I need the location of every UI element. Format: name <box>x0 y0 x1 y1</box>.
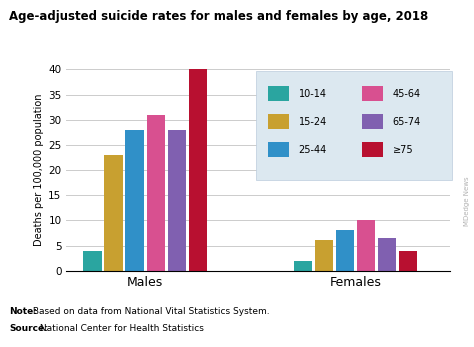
Bar <box>362 142 383 158</box>
Text: MDedge News: MDedge News <box>464 176 470 226</box>
Text: 65-74: 65-74 <box>392 117 421 127</box>
Text: 25-44: 25-44 <box>299 145 327 155</box>
Bar <box>399 251 418 271</box>
Bar <box>315 240 333 271</box>
Bar <box>146 115 165 271</box>
Bar <box>268 114 289 129</box>
Bar <box>357 220 375 271</box>
Bar <box>336 230 355 271</box>
Text: 15-24: 15-24 <box>299 117 327 127</box>
Text: 10-14: 10-14 <box>299 88 327 99</box>
FancyBboxPatch shape <box>256 71 452 180</box>
Text: ≥75: ≥75 <box>392 145 413 155</box>
Bar <box>362 114 383 129</box>
Bar <box>104 155 123 271</box>
Bar <box>268 86 289 101</box>
Text: Source:: Source: <box>9 324 48 333</box>
Y-axis label: Deaths per 100,000 population: Deaths per 100,000 population <box>34 94 44 246</box>
Bar <box>294 261 312 271</box>
Bar <box>167 130 186 271</box>
Bar <box>378 238 396 271</box>
Text: Age-adjusted suicide rates for males and females by age, 2018: Age-adjusted suicide rates for males and… <box>9 10 428 23</box>
Text: National Center for Health Statistics: National Center for Health Statistics <box>37 324 204 333</box>
Text: Based on data from National Vital Statistics System.: Based on data from National Vital Statis… <box>30 307 270 316</box>
Text: 45-64: 45-64 <box>392 88 421 99</box>
Bar <box>126 130 144 271</box>
Text: Note:: Note: <box>9 307 37 316</box>
Bar <box>189 69 207 271</box>
Bar <box>268 142 289 158</box>
Bar <box>83 251 102 271</box>
Bar <box>362 86 383 101</box>
